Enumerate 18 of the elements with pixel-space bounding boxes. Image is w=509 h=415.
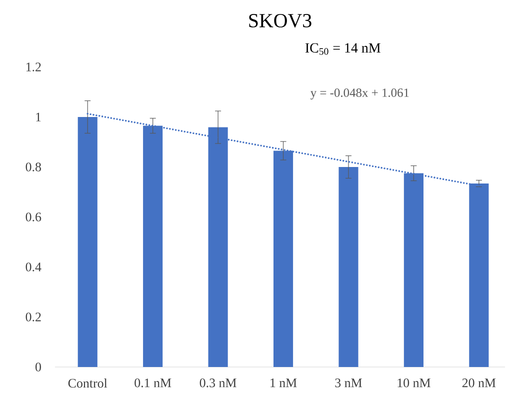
x-tick-label: 10 nM <box>398 378 430 388</box>
y-tick-label: 0.2 <box>26 312 41 322</box>
bar <box>338 166 358 367</box>
chart-title: SKOV3 <box>249 14 312 28</box>
text: IC$_{50}$ = 14 nM <box>305 43 380 55</box>
x-tick-label: Control <box>68 378 108 388</box>
x-tick-label: 0.3 nM <box>200 378 236 388</box>
y-tick-label: 0.4 <box>26 262 42 272</box>
y-tick-label: 1.2 <box>26 62 41 72</box>
y-tick-label: 0.8 <box>26 162 41 172</box>
y-tick-label: 0 <box>36 362 41 372</box>
y-tick-label: 0.6 <box>26 212 42 222</box>
x-tick-label: 0.1 nM <box>134 378 172 388</box>
x-tick-label: 3 nM <box>335 378 362 388</box>
y-tick-label: 1 <box>36 112 41 122</box>
annotation: y = -0.048x + 1.061 <box>310 88 409 100</box>
x-tick-label: 20 nM <box>462 378 496 388</box>
x-tick-label: 1 nM <box>270 378 297 388</box>
